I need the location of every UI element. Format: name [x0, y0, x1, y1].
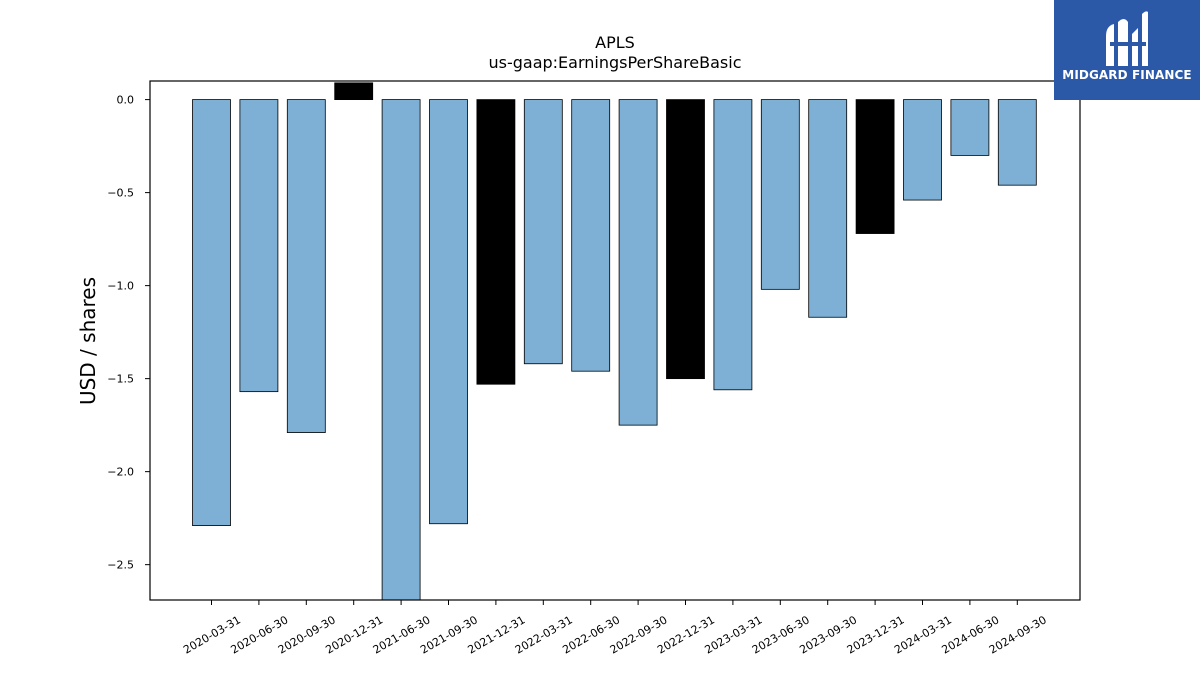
bar-2020-09-30: [286, 99, 326, 433]
bar-2023-03-31: [713, 99, 753, 391]
bar-2021-09-30: [429, 99, 468, 525]
bars-group: [192, 82, 1037, 601]
y-tick-label: −0.5: [107, 187, 134, 200]
y-tick-label: −2.5: [107, 559, 134, 572]
bar-2021-12-31: [476, 99, 516, 385]
x-axis: 2020-03-312020-06-302020-09-302020-12-31…: [181, 600, 1049, 657]
y-tick-label: −1.0: [107, 280, 134, 293]
y-tick-label: −2.0: [107, 466, 134, 479]
midgard-finance-logo: MIDGARD FINANCE: [1054, 0, 1200, 100]
y-tick-label: 0.0: [117, 94, 135, 107]
midgard-logo-icon: [1106, 11, 1148, 67]
bar-2022-09-30: [618, 99, 658, 426]
bar-2023-12-31: [855, 99, 895, 234]
chart-title: APLS: [595, 33, 635, 52]
bar-2022-06-30: [571, 99, 611, 372]
bar-2024-03-31: [903, 99, 942, 201]
chart-subtitle: us-gaap:EarningsPerShareBasic: [488, 53, 741, 72]
bar-2020-12-31: [334, 82, 374, 101]
bar-2021-06-30: [381, 99, 421, 601]
y-tick-label: −1.5: [107, 373, 134, 386]
plot-frame: [149, 80, 1081, 601]
bar-2022-03-31: [523, 99, 563, 365]
y-axis-label: USD / shares: [76, 277, 100, 405]
bar-2023-09-30: [808, 99, 848, 318]
y-axis: 0.0 −0.5 −1.0 −1.5 −2.0 −2.5: [107, 94, 150, 572]
bar-2024-06-30: [950, 99, 990, 156]
bar-2020-03-31: [192, 99, 231, 526]
bar-2020-06-30: [239, 99, 279, 393]
bar-2023-06-30: [760, 99, 800, 290]
bar-2024-09-30: [997, 99, 1037, 186]
bar-2022-12-31: [666, 99, 705, 380]
logo-text: MIDGARD FINANCE: [1062, 68, 1192, 82]
